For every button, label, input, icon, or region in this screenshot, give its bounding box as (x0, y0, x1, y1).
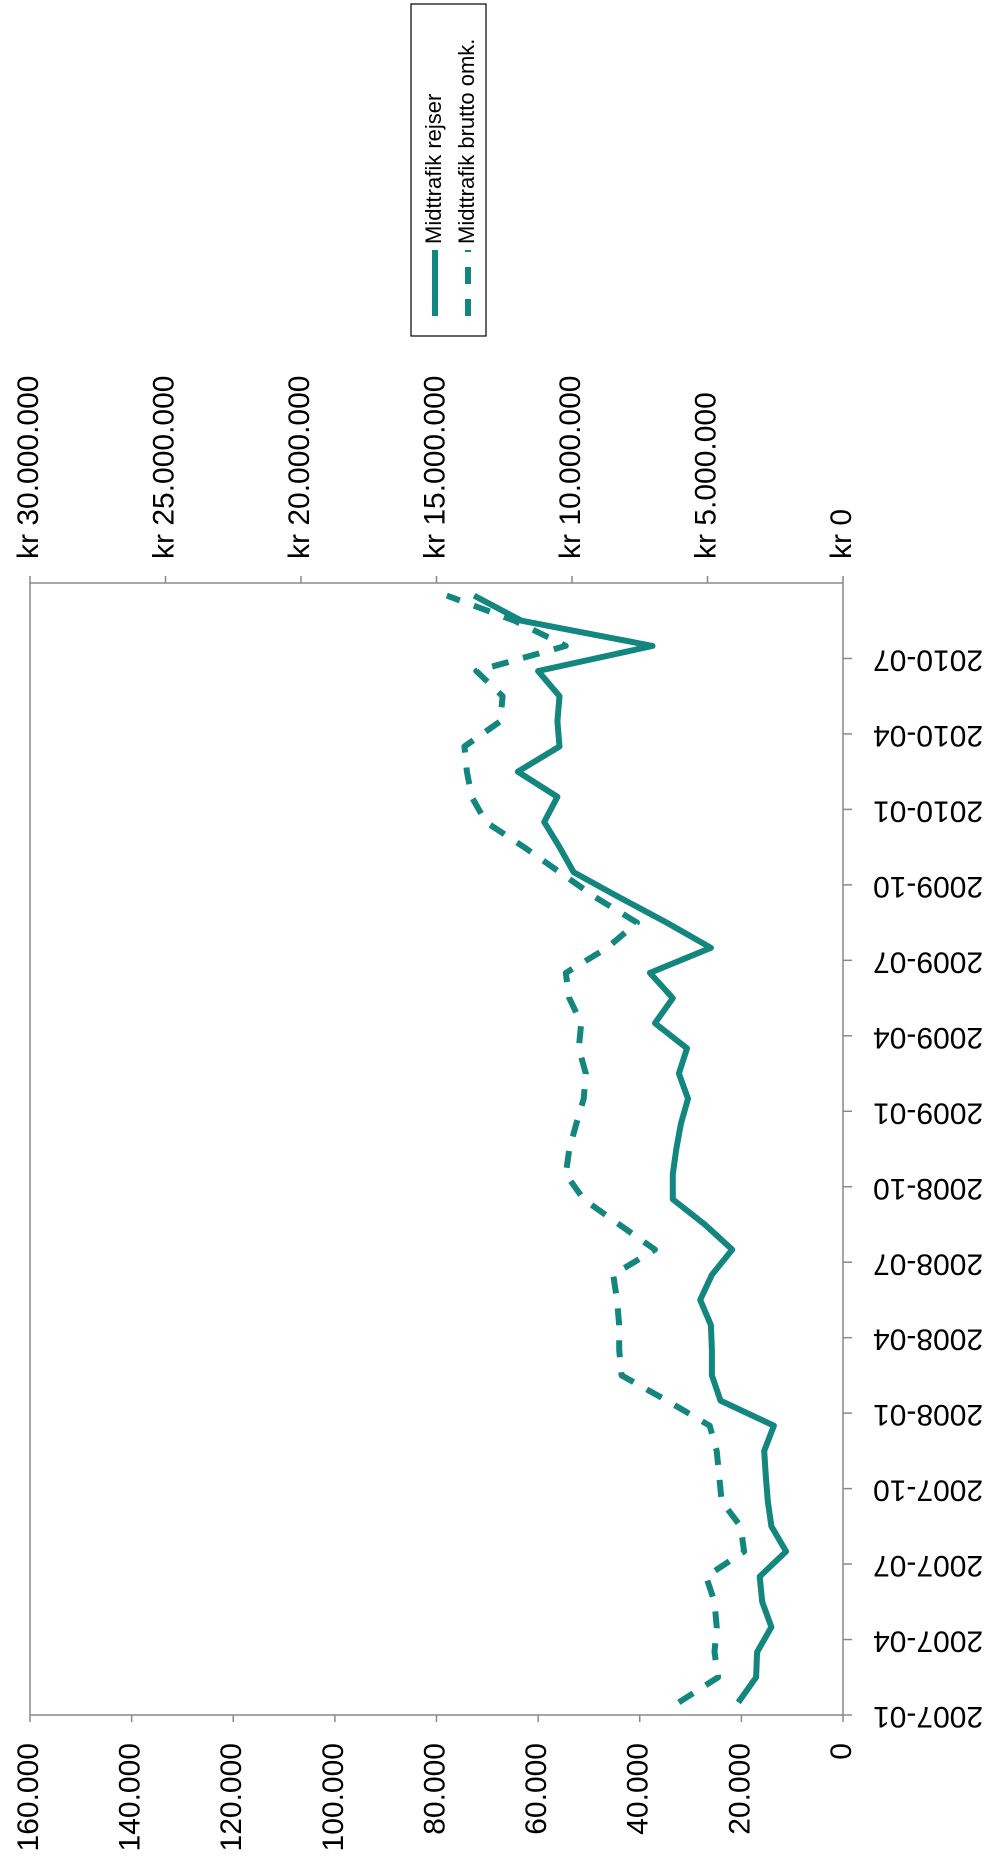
y-tick-label: 160.000 (12, 1743, 45, 1851)
x-tick-label: 2007-07 (873, 1549, 983, 1582)
y2-tick-label: kr 25.000.000 (147, 376, 180, 559)
y-tick-label: 40.000 (622, 1743, 655, 1835)
x-tick-label: 2010-07 (873, 644, 983, 677)
y-tick-label: 140.000 (114, 1743, 147, 1851)
x-tick-label: 2008-01 (873, 1398, 983, 1431)
x-tick-label: 2009-01 (873, 1096, 983, 1129)
y-tick-label: 80.000 (418, 1743, 451, 1835)
x-tick-label: 2008-04 (873, 1323, 983, 1356)
x-tick-label: 2007-01 (873, 1700, 983, 1733)
x-tick-label: 2009-04 (873, 1021, 983, 1054)
x-tick-label: 2008-07 (873, 1247, 983, 1280)
y2-tick-label: kr 20.000.000 (283, 376, 316, 559)
y2-tick-label: kr 15.000.000 (418, 376, 451, 559)
legend-label: Midttrafik brutto omk. (454, 39, 479, 244)
y2-tick-label: kr 10.000.000 (554, 376, 587, 559)
y-tick-label: 120.000 (215, 1743, 248, 1851)
x-tick-label: 2007-04 (873, 1625, 983, 1658)
x-tick-label: 2007-10 (873, 1474, 983, 1507)
series-line (445, 592, 748, 1705)
y-tick-label: 0 (825, 1743, 858, 1760)
x-tick-label: 2009-07 (873, 945, 983, 978)
y-tick-label: 100.000 (317, 1743, 350, 1851)
plot-frame (29, 582, 844, 1716)
y2-tick-label: kr 30.000.000 (12, 376, 45, 559)
x-tick-label: 2010-01 (873, 794, 983, 827)
x-tick-label: 2009-10 (873, 870, 983, 903)
x-tick-label: 2008-10 (873, 1172, 983, 1205)
legend-box (410, 3, 487, 337)
rotated-chart: 0 20.000 40.000 60.000 80.000 100.000 120.000 1… (12, 3, 983, 1851)
y-tick-label: 20.000 (723, 1743, 756, 1835)
y-tick-label: 60.000 (520, 1743, 553, 1835)
legend-label: Midttrafik rejser (421, 94, 446, 244)
series-line (472, 592, 790, 1705)
y2-tick-label: kr 5.000.000 (689, 392, 722, 559)
x-tick-label: 2010-04 (873, 719, 983, 752)
y2-tick-label: kr 0 (825, 509, 858, 559)
